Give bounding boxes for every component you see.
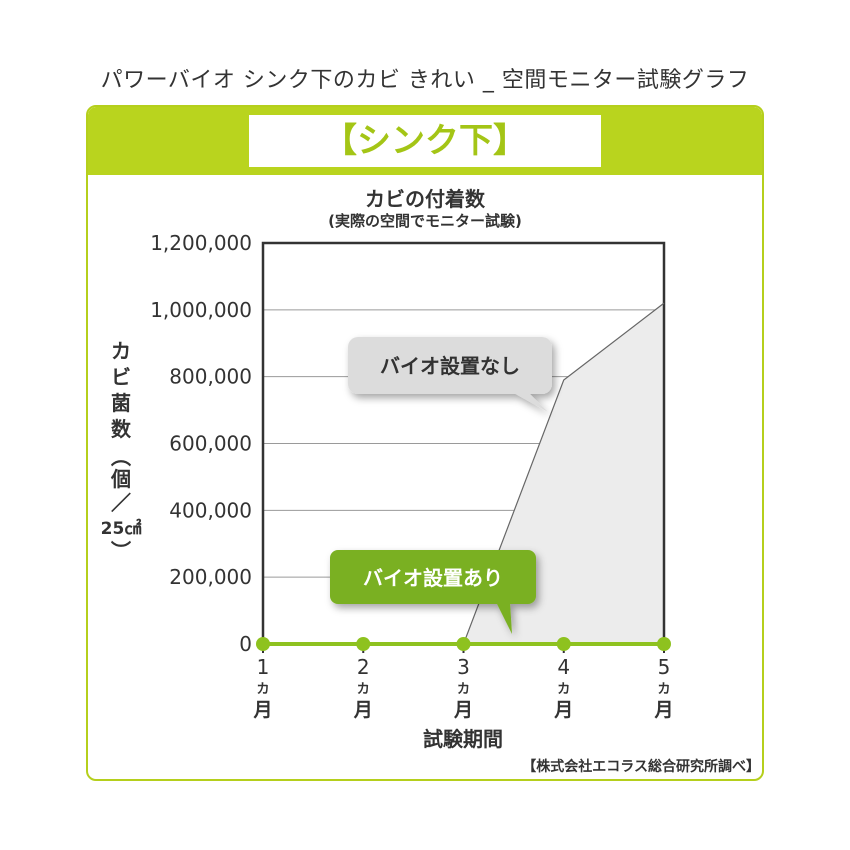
- page-title: パワーバイオ シンク下のカビ きれい _ 空間モニター試験グラフ: [100, 68, 750, 93]
- x-tick-month: 月: [453, 699, 473, 721]
- callout-no-bio-label: バイオ設置なし: [380, 354, 520, 378]
- callout-no-bio: バイオ設置なし: [348, 337, 552, 412]
- x-tick-month: 月: [653, 699, 673, 721]
- series-point-bio: [256, 637, 270, 651]
- series-point-bio: [356, 637, 371, 651]
- x-axis-label: 試験期間: [423, 727, 503, 751]
- y-axis-label-char: ／: [111, 491, 131, 515]
- x-tick-unit: カ: [357, 682, 370, 697]
- card-header: 【シンク下】: [88, 107, 762, 175]
- callout-no-bio-box: [348, 337, 552, 394]
- y-axis-label-char: 数: [111, 417, 132, 441]
- y-tick-label: 600,000: [169, 432, 252, 456]
- y-axis-label-char: カ: [111, 339, 131, 363]
- callout-bio-label: バイオ設置あり: [363, 566, 503, 590]
- x-tick-unit: カ: [557, 682, 570, 697]
- card-header-title: 【シンク下】: [323, 121, 527, 161]
- chart-subtitle: (実際の空間でモニター試験): [328, 212, 522, 230]
- y-axis-label-char: 25㎠: [101, 518, 142, 539]
- x-tick-unit: カ: [657, 682, 670, 697]
- callout-bio-pointer: [496, 602, 512, 634]
- card-header-box: 【シンク下】: [249, 115, 601, 167]
- x-tick-label: 1: [257, 655, 270, 679]
- y-tick-label: 200,000: [169, 565, 252, 589]
- x-tick-unit: カ: [256, 682, 269, 697]
- y-tick-label: 1,000,000: [150, 298, 252, 322]
- x-tick-month: 月: [252, 699, 272, 721]
- callout-bio: バイオ設置あり: [330, 550, 536, 634]
- source-note: 【株式会社エコラス総合研究所調べ】: [522, 759, 760, 775]
- x-tick-unit: カ: [457, 682, 470, 697]
- y-tick-label: 400,000: [169, 498, 252, 522]
- x-tick-label: 2: [357, 655, 370, 679]
- callout-no-bio-pointer: [512, 392, 548, 412]
- y-tick-label: 800,000: [169, 365, 252, 389]
- y-axis-label-char: 個: [110, 467, 131, 491]
- y-axis-label-char: ビ: [111, 365, 131, 389]
- x-tick-month: 月: [553, 699, 573, 721]
- y-axis-label-char: ︵: [111, 445, 131, 469]
- y-tick-label: 0: [239, 632, 252, 656]
- series-point-bio: [657, 637, 671, 651]
- y-axis-label-char: 菌: [111, 391, 131, 415]
- x-tick-label: 4: [557, 655, 570, 679]
- y-tick-label: 1,200,000: [150, 231, 252, 255]
- y-axis-label-char: ︶: [111, 539, 131, 563]
- callout-bio-box: [330, 550, 536, 604]
- series-point-bio: [556, 637, 571, 651]
- x-tick-label: 5: [658, 655, 671, 679]
- x-tick-month: 月: [353, 699, 373, 721]
- x-tick-label: 3: [457, 655, 470, 679]
- axis-labels: 0 200,000 400,000 600,000 800,000 1,000,000 1,…: [101, 231, 674, 751]
- series-lines: [256, 302, 671, 651]
- series-point-bio: [456, 637, 471, 651]
- chart-title: カビの付着数: [365, 187, 485, 211]
